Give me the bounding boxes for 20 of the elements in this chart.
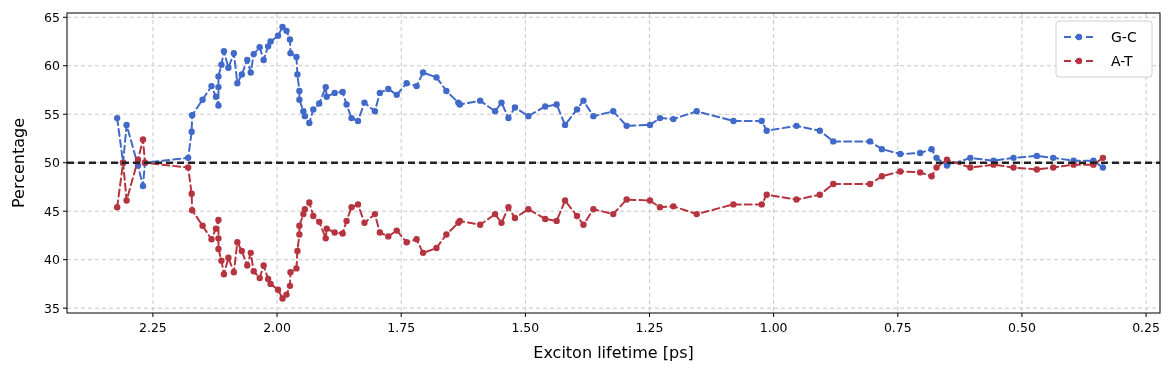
- y-tick-label: 55: [44, 106, 60, 122]
- x-tick-label: 1.00: [759, 320, 788, 335]
- y-axis-title: Percentage: [9, 117, 28, 209]
- y-tick-label: 65: [44, 9, 60, 25]
- y-tick-label: 45: [44, 203, 60, 219]
- y-tick-label: 60: [44, 58, 61, 74]
- x-tick-label: 1.50: [511, 320, 540, 335]
- x-tick-label: 0.25: [1132, 320, 1161, 335]
- legend-label: A-T: [1111, 53, 1134, 69]
- y-tick-label: 50: [44, 155, 61, 171]
- y-tick-label: 35: [44, 300, 60, 316]
- x-axis-title: Exciton lifetime [ps]: [533, 343, 694, 362]
- x-tick-label: 2.00: [263, 320, 292, 335]
- y-tick-label: 40: [44, 252, 61, 268]
- x-tick-label: 0.75: [883, 320, 912, 335]
- x-tick-label: 1.25: [635, 320, 664, 335]
- legend-label: G-C: [1111, 29, 1137, 45]
- x-tick-label: 0.50: [1008, 320, 1036, 335]
- x-tick-label: 1.75: [387, 320, 416, 335]
- x-tick-label: 2.25: [138, 320, 167, 335]
